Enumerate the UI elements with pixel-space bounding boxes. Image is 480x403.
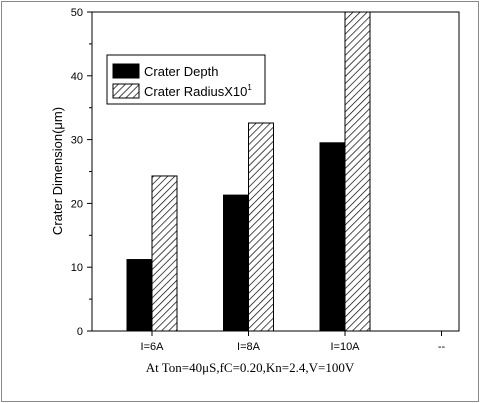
x-tick-label: I=8A (237, 341, 261, 353)
bar-crater-depth-i6a (126, 259, 153, 332)
legend-box (106, 54, 266, 105)
bar-crater-radiusx10-i6a (151, 175, 178, 332)
legend-label-crater-depth: Crater Depth (144, 64, 218, 79)
plot-area-border (91, 11, 460, 332)
legend-swatch-crater-depth (112, 63, 140, 79)
y-tick-label-20: 20 (71, 198, 83, 210)
legend: Crater Depth Crater RadiusX101 (106, 54, 266, 105)
bar-crater-radiusx10-i8a (248, 122, 274, 332)
legend-label-crater-radius-superscript: 1 (247, 83, 252, 92)
bar-crater-radiusx10-i10a (344, 11, 371, 332)
legend-swatch-crater-radius (112, 83, 140, 99)
x-tick-label: -- (438, 341, 446, 353)
x-tick-label: I=6A (141, 341, 165, 353)
y-tick-label-0: 0 (77, 326, 83, 338)
legend-label-crater-radius-text: Crater RadiusX10 (144, 84, 247, 99)
bar-crater-depth-i10a (319, 142, 346, 332)
y-tick-label-30: 30 (71, 135, 83, 147)
legend-label-crater-radius: Crater RadiusX101 (144, 83, 252, 99)
x-axis-title: At Ton=40μS,fC=0.20,Kn=2.4,V=100V (146, 360, 355, 375)
x-tick-label: I=10A (330, 341, 360, 353)
y-tick-label-50: 50 (71, 7, 83, 19)
bar-crater-depth-i8a (223, 194, 249, 332)
y-tick-label-40: 40 (71, 71, 83, 83)
y-axis-title: Crater Dimension(μm) (50, 107, 65, 235)
y-tick-label-10: 10 (71, 262, 83, 274)
